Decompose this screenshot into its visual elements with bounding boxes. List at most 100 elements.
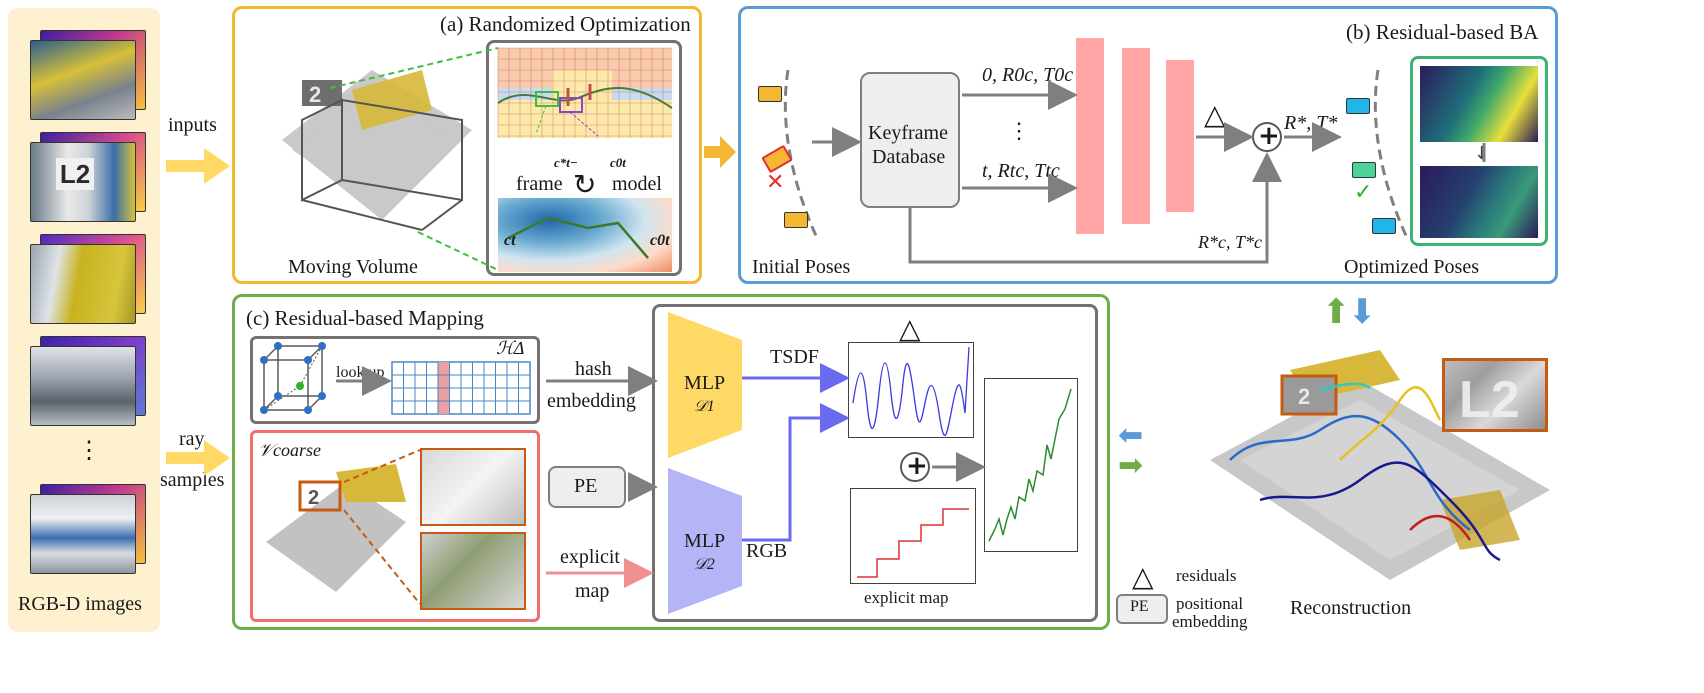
hash-table [391, 361, 531, 415]
camera-icon-3 [784, 212, 808, 228]
pe-label: PE [574, 475, 598, 497]
inputs-arrow-label: inputs [168, 114, 217, 136]
legend-positional-1: positional [1176, 594, 1244, 613]
panel-b-title: (b) Residual-based BA [1346, 20, 1539, 44]
pose-t-label: t, Rtc, Ttc [982, 160, 1060, 182]
residual-images-box [1410, 56, 1548, 246]
panel-a-title: (a) Randomized Optimization [440, 12, 691, 36]
residual-triangle-icon: △ [1204, 98, 1226, 131]
legend-positional-2: embedding [1172, 612, 1248, 631]
left-arrow-blue: ⬅ [1118, 418, 1144, 453]
rgb-depth-frame-4-rgb [30, 346, 136, 426]
explicit-map-label: explicit map [864, 588, 949, 607]
rgb-depth-frame-5-rgb [30, 494, 136, 574]
frame-label: frame [516, 173, 563, 195]
svg-text:2: 2 [308, 487, 319, 509]
rgb-label: RGB [746, 540, 788, 562]
keyframe-label-2: Database [872, 146, 946, 168]
v-coarse-label: 𝒱coarse [258, 440, 321, 460]
explicit-label-2: map [575, 580, 610, 602]
moving-volume-pointcloud: 2 [262, 50, 482, 250]
legend-residuals: residuals [1176, 566, 1237, 585]
mlp-2-trapezoid [668, 468, 742, 614]
optimized-poses-label: Optimized Poses [1344, 256, 1479, 278]
panel-residual-mapping [232, 294, 1110, 630]
reconstruction-pointcloud: 2 [1170, 340, 1570, 586]
reject-icon: ✕ [766, 170, 785, 195]
optimized-pose-trajectory [1340, 60, 1420, 250]
hash-label-2: embedding [547, 390, 636, 412]
right-arrow-green: ➡ [1118, 448, 1144, 483]
inputs-caption: RGB-D images [18, 593, 142, 615]
svg-text:2: 2 [309, 82, 321, 107]
mlp-1-label: MLP [684, 372, 726, 394]
accept-icon: ✓ [1354, 180, 1373, 205]
panel-c-title: (c) Residual-based Mapping [246, 306, 484, 330]
inputs-arrow [166, 148, 230, 184]
r-star-c-label: R*c, T*c [1198, 232, 1262, 252]
hash-label-1: hash [575, 358, 612, 380]
ray-label-1: ray [179, 428, 205, 450]
ray-label-2: samples [160, 469, 225, 491]
ba-network-bar-1 [1076, 38, 1104, 234]
ct-label: ct [504, 232, 516, 249]
ct0-label: c0t [650, 232, 670, 249]
camera-icon-opt-1 [1346, 98, 1370, 114]
coarse-pointcloud: 2 [256, 462, 416, 612]
residual-image-before [1420, 66, 1538, 142]
legend-triangle-icon: △ [1132, 560, 1154, 593]
loss-heatmap [498, 198, 672, 272]
c-zero-label: c0t [610, 155, 626, 170]
initial-poses-label: Initial Poses [752, 256, 851, 278]
down-arrow-blue: ⬇ [1348, 292, 1377, 332]
rgb-depth-frame-3-rgb [30, 244, 136, 324]
keyframe-label-1: Keyframe [868, 122, 948, 144]
explicit-label-1: explicit [560, 546, 620, 568]
pose-vdots: ⋮ [1008, 118, 1030, 143]
residual-plot [848, 342, 974, 438]
mlp-2-label: MLP [684, 530, 726, 552]
up-arrow-green: ⬆ [1322, 292, 1351, 332]
cycle-icon: ↻ [573, 168, 597, 201]
optimization-grid [497, 47, 673, 138]
legend-pe-box [1116, 594, 1168, 624]
mlp-container [652, 304, 1098, 622]
panel-randomized-optimization [232, 6, 702, 284]
voxel-cube-icon [258, 340, 328, 418]
legend-pe-label: PE [1130, 598, 1149, 615]
explicit-map-plot [850, 488, 976, 584]
ba-network-bar-3 [1166, 60, 1194, 212]
model-label: model [612, 173, 662, 195]
h-delta-label: ℋΔ [496, 338, 525, 358]
tsdf-label: TSDF [770, 346, 819, 368]
mapping-plus-node [900, 452, 930, 482]
mapping-plus-sign: + [906, 451, 928, 481]
panel-residual-ba [738, 6, 1558, 284]
coarse-volume-box [250, 430, 540, 622]
camera-icon-opt-3 [1372, 218, 1396, 234]
mlp-1-trapezoid [668, 312, 742, 458]
mlp-2-sub: 𝒟2 [694, 556, 715, 573]
camera-icon-1 [758, 86, 782, 102]
a-to-b-arrow [704, 136, 736, 168]
randomized-optimization-inset [486, 40, 682, 276]
l2-sign: L2 [56, 158, 94, 190]
reconstruction-zoom: L2 [1442, 358, 1548, 432]
combined-output-plot [984, 378, 1078, 552]
camera-icon-opt-2 [1352, 162, 1376, 178]
ba-plus-sign: + [1258, 121, 1280, 151]
svg-text:L2: L2 [1459, 371, 1520, 429]
residual-image-after [1420, 166, 1538, 238]
ba-network-bar-2 [1122, 48, 1150, 224]
reconstruction-caption: Reconstruction [1290, 597, 1412, 619]
mlp-1-sub: 𝒟1 [694, 398, 715, 415]
initial-pose-trajectory [750, 60, 830, 250]
inputs-dots: ⋮ [77, 438, 101, 464]
c-star-prev-label: c*t− [554, 155, 578, 170]
residual-triangle-mapping: △ [899, 312, 921, 345]
svg-text:2: 2 [1298, 384, 1310, 409]
ray-samples-arrow [166, 440, 230, 476]
pe-box [548, 466, 626, 508]
coarse-zoom-2 [420, 532, 526, 610]
